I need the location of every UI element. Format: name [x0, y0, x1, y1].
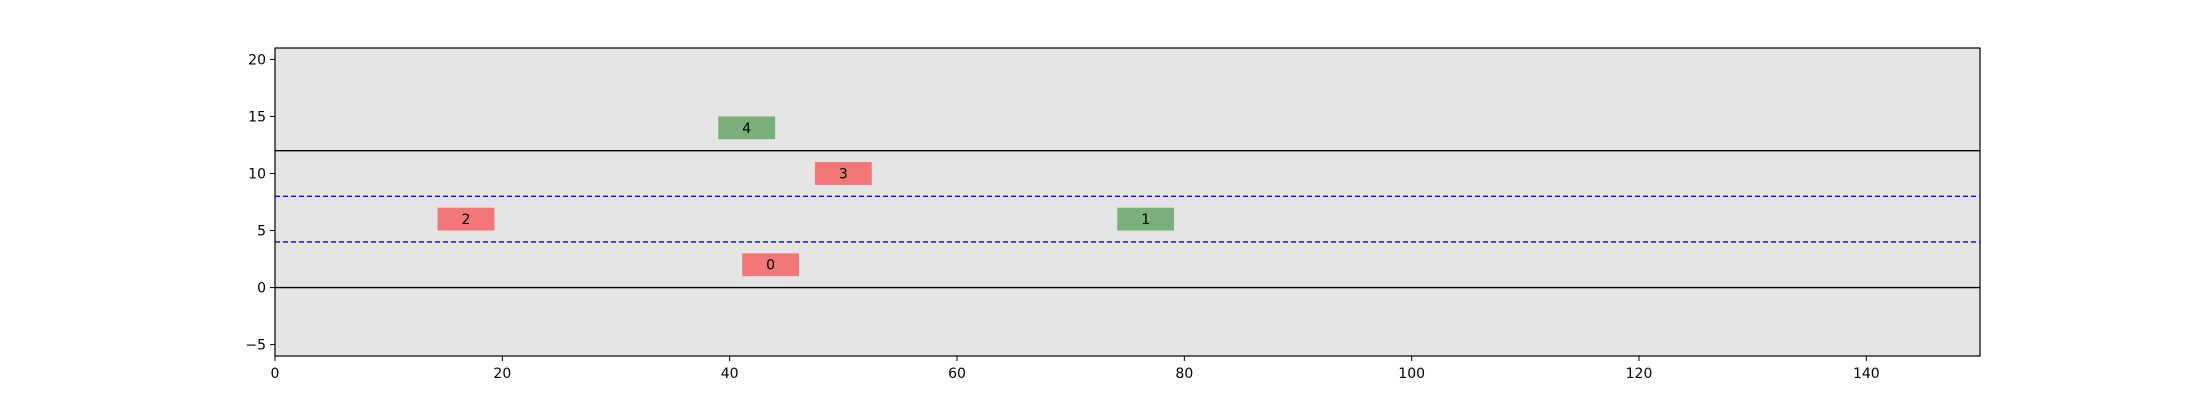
vehicle-label: 3	[839, 166, 848, 182]
vehicle-box	[718, 116, 776, 140]
vehicle-label: 0	[766, 258, 775, 274]
y-tick-label: 10	[248, 166, 266, 182]
y-tick-label: 0	[257, 281, 266, 297]
plot-background	[275, 48, 1980, 356]
vehicle-0: 0	[742, 253, 800, 277]
x-tick-label: 140	[1853, 366, 1880, 382]
y-tick-label: 5	[257, 224, 266, 240]
vehicle-1: 1	[1117, 207, 1175, 231]
vehicles: 0 1 2 3 4	[437, 116, 1175, 277]
x-tick-label: 80	[1175, 366, 1193, 382]
x-tick-label: 20	[493, 366, 511, 382]
vehicle-label: 2	[461, 212, 470, 228]
vehicle-box	[742, 253, 800, 277]
y-tick-label: −5	[245, 338, 266, 354]
vehicle-2: 2	[437, 207, 495, 231]
x-axis: 0 20 40 60 80 100 120 140	[271, 356, 1880, 382]
x-tick-label: 40	[721, 366, 739, 382]
x-tick-label: 60	[948, 366, 966, 382]
vehicle-3: 3	[814, 162, 872, 185]
vehicle-box	[1117, 207, 1175, 231]
y-tick-label: 20	[248, 52, 266, 68]
x-tick-label: 0	[271, 366, 280, 382]
vehicle-box	[814, 162, 872, 185]
vehicle-4: 4	[718, 116, 776, 140]
vehicle-box	[437, 207, 495, 231]
lane-lines	[275, 149, 1980, 289]
plot-frame	[274, 47, 1981, 357]
vehicle-label: 4	[742, 121, 751, 137]
y-tick-label: 15	[248, 109, 266, 125]
x-tick-label: 100	[1398, 366, 1425, 382]
vehicle-label: 1	[1141, 212, 1150, 228]
y-axis: −5 0 5 10 15 20	[245, 52, 275, 354]
x-tick-label: 120	[1626, 366, 1653, 382]
